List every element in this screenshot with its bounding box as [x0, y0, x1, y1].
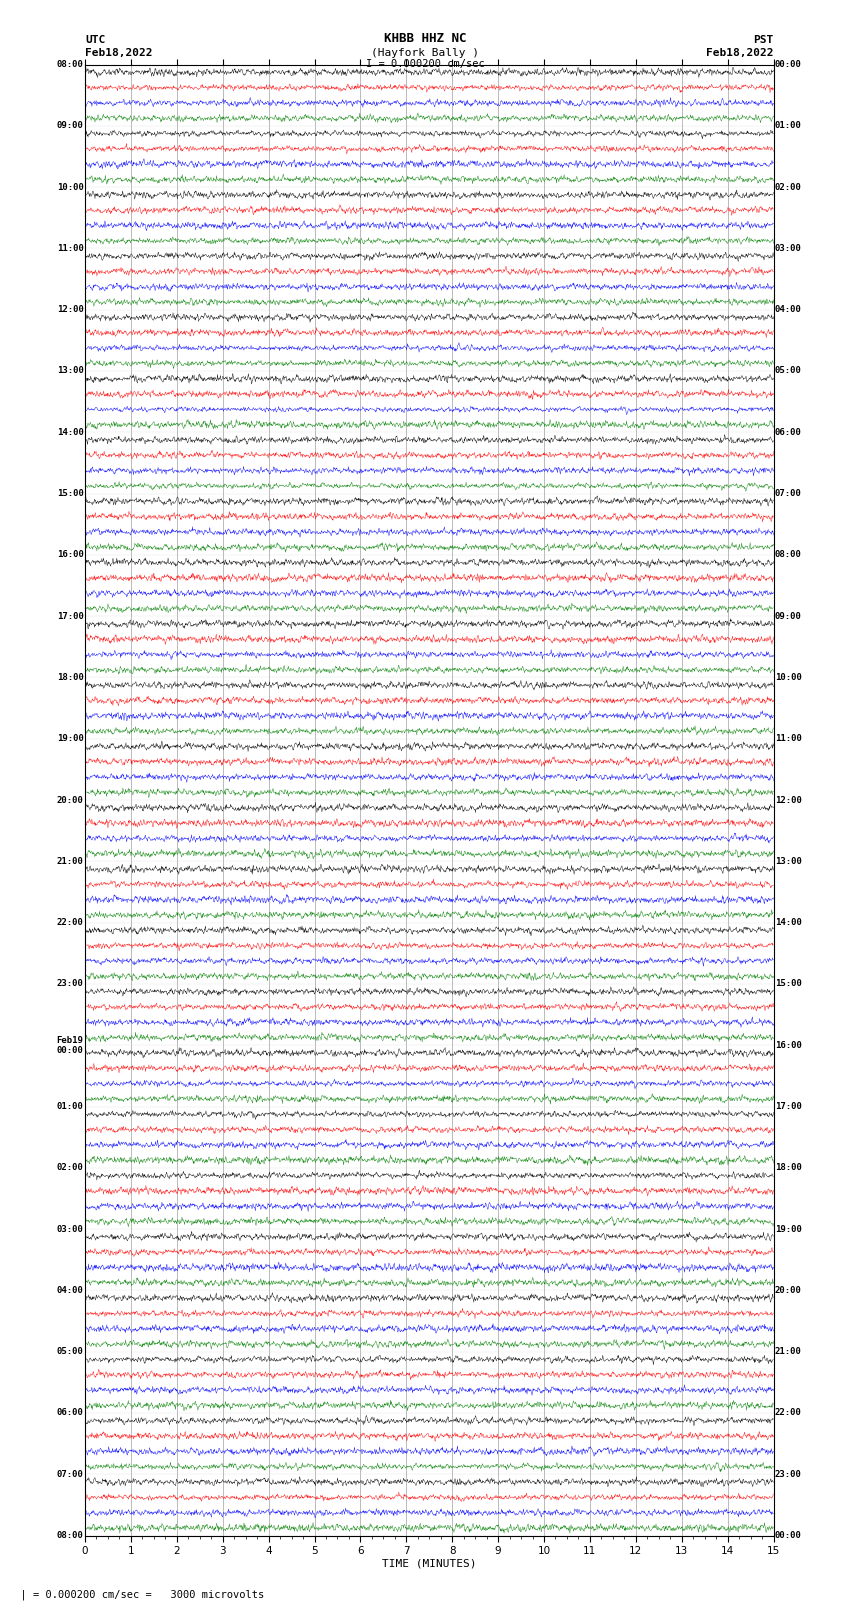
Text: 07:00: 07:00 — [775, 489, 802, 498]
Text: 07:00: 07:00 — [57, 1469, 83, 1479]
Text: | = 0.000200 cm/sec =   3000 microvolts: | = 0.000200 cm/sec = 3000 microvolts — [8, 1589, 264, 1600]
Text: 02:00: 02:00 — [57, 1163, 83, 1173]
Text: 16:00: 16:00 — [57, 550, 83, 560]
Text: 05:00: 05:00 — [775, 366, 802, 376]
Text: UTC: UTC — [85, 35, 105, 45]
Text: 10:00: 10:00 — [775, 673, 802, 682]
Text: 09:00: 09:00 — [775, 611, 802, 621]
Text: 18:00: 18:00 — [57, 673, 83, 682]
Text: 18:00: 18:00 — [775, 1163, 802, 1173]
Text: 12:00: 12:00 — [775, 795, 802, 805]
Text: 09:00: 09:00 — [57, 121, 83, 131]
Text: 02:00: 02:00 — [775, 182, 802, 192]
Text: PST: PST — [753, 35, 774, 45]
Text: 03:00: 03:00 — [775, 244, 802, 253]
Text: 13:00: 13:00 — [57, 366, 83, 376]
Text: 17:00: 17:00 — [57, 611, 83, 621]
Text: 01:00: 01:00 — [57, 1102, 83, 1111]
Text: 20:00: 20:00 — [57, 795, 83, 805]
Text: Feb19
00:00: Feb19 00:00 — [57, 1036, 83, 1055]
Text: 23:00: 23:00 — [57, 979, 83, 989]
Text: 03:00: 03:00 — [57, 1224, 83, 1234]
Text: 04:00: 04:00 — [57, 1286, 83, 1295]
Text: 00:00: 00:00 — [775, 1531, 802, 1540]
Text: 21:00: 21:00 — [57, 857, 83, 866]
Text: 10:00: 10:00 — [57, 182, 83, 192]
Text: Feb18,2022: Feb18,2022 — [85, 48, 152, 58]
Text: 22:00: 22:00 — [57, 918, 83, 927]
Text: Feb18,2022: Feb18,2022 — [706, 48, 774, 58]
Text: 11:00: 11:00 — [57, 244, 83, 253]
Text: 12:00: 12:00 — [57, 305, 83, 315]
Text: 13:00: 13:00 — [775, 857, 802, 866]
Text: 19:00: 19:00 — [57, 734, 83, 744]
Text: 04:00: 04:00 — [775, 305, 802, 315]
Text: 15:00: 15:00 — [57, 489, 83, 498]
Text: 00:00: 00:00 — [775, 60, 802, 69]
Text: I = 0.000200 cm/sec: I = 0.000200 cm/sec — [366, 60, 484, 69]
Text: 11:00: 11:00 — [775, 734, 802, 744]
Text: 05:00: 05:00 — [57, 1347, 83, 1357]
Text: 15:00: 15:00 — [775, 979, 802, 989]
Text: 23:00: 23:00 — [775, 1469, 802, 1479]
Text: 08:00: 08:00 — [57, 1531, 83, 1540]
Text: KHBB HHZ NC: KHBB HHZ NC — [383, 32, 467, 45]
Text: 14:00: 14:00 — [775, 918, 802, 927]
Text: 06:00: 06:00 — [57, 1408, 83, 1418]
Text: 19:00: 19:00 — [775, 1224, 802, 1234]
Text: 01:00: 01:00 — [775, 121, 802, 131]
Text: (Hayfork Bally ): (Hayfork Bally ) — [371, 48, 479, 58]
Text: 22:00: 22:00 — [775, 1408, 802, 1418]
Text: 21:00: 21:00 — [775, 1347, 802, 1357]
Text: 08:00: 08:00 — [775, 550, 802, 560]
Text: 14:00: 14:00 — [57, 427, 83, 437]
Text: 06:00: 06:00 — [775, 427, 802, 437]
X-axis label: TIME (MINUTES): TIME (MINUTES) — [382, 1558, 477, 1569]
Text: 08:00: 08:00 — [57, 60, 83, 69]
Text: 16:00: 16:00 — [775, 1040, 802, 1050]
Text: 20:00: 20:00 — [775, 1286, 802, 1295]
Text: 17:00: 17:00 — [775, 1102, 802, 1111]
